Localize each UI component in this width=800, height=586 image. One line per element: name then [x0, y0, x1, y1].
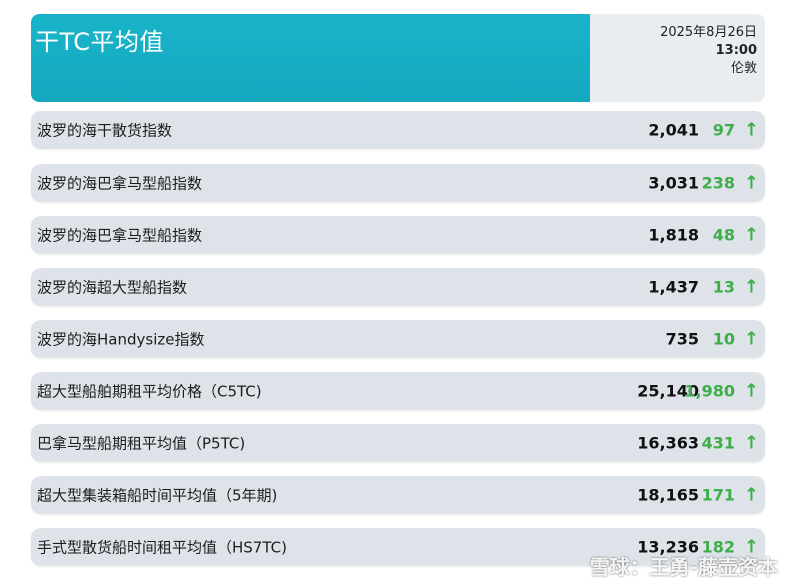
row-value: 16,363	[637, 433, 699, 453]
location-label: 伦敦	[730, 61, 757, 76]
up-arrow-icon: ↑	[743, 224, 759, 246]
row-value: 1,437	[648, 277, 699, 297]
up-arrow-icon: ↑	[743, 276, 759, 298]
index-row-c5tc: 超大型船舶期租平均价格（C5TC) 25,140 1,980 ↑	[31, 372, 765, 410]
index-row-p5tc: 巴拿马型船期租平均值（P5TC) 16,363 431 ↑	[31, 424, 765, 462]
row-label: 波罗的海巴拿马型船指数	[37, 174, 203, 193]
up-arrow-icon: ↑	[743, 328, 759, 350]
row-change: 238	[701, 173, 735, 193]
row-value: 25,140	[637, 381, 699, 401]
index-row-panamax-2: 波罗的海巴拿马型船指数 1,818 48 ↑	[31, 216, 765, 254]
index-row-supramax: 波罗的海超大型船指数 1,437 13 ↑	[31, 268, 765, 306]
time-label: 13:00	[715, 43, 757, 58]
up-arrow-icon: ↑	[743, 536, 759, 558]
row-label: 超大型船舶期租平均价格（C5TC)	[37, 382, 262, 401]
row-value: 18,165	[637, 485, 699, 505]
row-label: 超大型集装箱船时间平均值（5年期)	[37, 486, 278, 505]
timestamp-block: 2025年8月26日 13:00 伦敦	[660, 24, 757, 78]
up-arrow-icon: ↑	[743, 432, 759, 454]
index-header: 干TC平均值 2025年8月26日 13:00 伦敦	[31, 14, 765, 102]
index-row-5yr: 超大型集装箱船时间平均值（5年期) 18,165 171 ↑	[31, 476, 765, 514]
date-label: 2025年8月26日	[660, 25, 757, 40]
row-label: 波罗的海巴拿马型船指数	[37, 226, 203, 245]
row-label: 波罗的海干散货指数	[37, 121, 173, 140]
row-value: 13,236	[637, 537, 699, 557]
row-change: 48	[712, 225, 735, 245]
row-label: 巴拿马型船期租平均值（P5TC)	[37, 434, 246, 453]
up-arrow-icon: ↑	[743, 172, 759, 194]
row-change: 10	[712, 329, 735, 349]
row-label: 波罗的海Handysize指数	[37, 330, 205, 349]
up-arrow-icon: ↑	[743, 119, 759, 141]
index-row-hs7tc: 手式型散货船时间租平均值（HS7TC) 13,236 182 ↑	[31, 528, 765, 566]
watermark: 雪球：王勇-藤壶资本	[589, 555, 778, 579]
row-value: 2,041	[648, 120, 699, 140]
index-row-bdi: 波罗的海干散货指数 2,041 97 ↑	[31, 111, 765, 149]
row-change: 1,980	[684, 381, 735, 401]
index-row-panamax: 波罗的海巴拿马型船指数 3,031 238 ↑	[31, 164, 765, 202]
row-value: 1,818	[648, 225, 699, 245]
up-arrow-icon: ↑	[743, 484, 759, 506]
row-change: 13	[712, 277, 735, 297]
up-arrow-icon: ↑	[743, 380, 759, 402]
page-title: 干TC平均值	[35, 28, 165, 56]
row-change: 182	[701, 537, 735, 557]
row-label: 手式型散货船时间租平均值（HS7TC)	[37, 538, 287, 557]
index-row-handysize: 波罗的海Handysize指数 735 10 ↑	[31, 320, 765, 358]
row-value: 735	[665, 329, 699, 349]
row-label: 波罗的海超大型船指数	[37, 278, 188, 297]
row-value: 3,031	[648, 173, 699, 193]
title-block: 干TC平均值	[31, 14, 590, 102]
row-change: 431	[701, 433, 735, 453]
row-change: 97	[712, 120, 735, 140]
row-change: 171	[701, 485, 735, 505]
